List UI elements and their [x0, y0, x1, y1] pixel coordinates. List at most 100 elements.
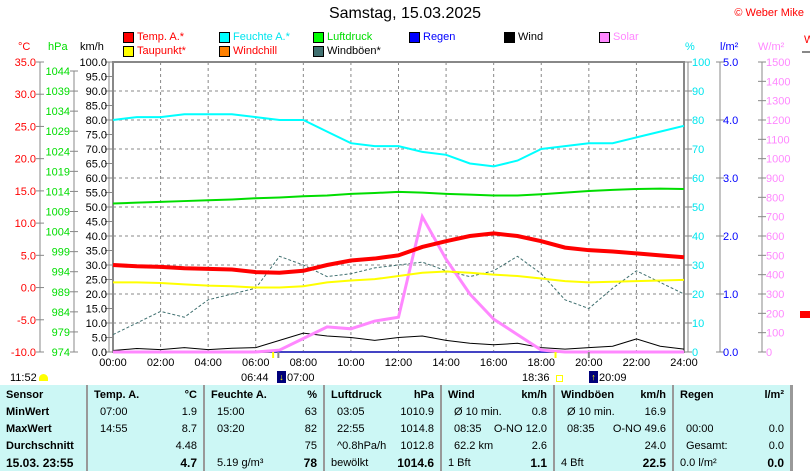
legend-item: Feuchte A.* [219, 31, 290, 43]
column-unit: °C [184, 389, 197, 401]
x-tick-label: 18:00 [527, 357, 555, 369]
pressure-tick-label: 979 [52, 327, 70, 339]
x-tick-label: 08:00 [290, 357, 318, 369]
series-temp-a [112, 231, 685, 275]
cell-label: 14:55 [100, 423, 128, 435]
legend-label: Solar [613, 31, 639, 43]
x-tick-label: 20:00 [575, 357, 603, 369]
wind-tick-label: 35.0 [86, 246, 107, 258]
pressure-tick-label: 1019 [46, 166, 70, 178]
pressure-tick-label: 984 [52, 307, 70, 319]
temp-column: Temp. A. °C 07:00 1.9 14:55 8.7 4.48 4.7 [88, 385, 205, 471]
humidity-tick-label: 10 [692, 318, 704, 330]
temp-tick-label: 25.0 [15, 121, 36, 133]
pressure-tick-label: 1039 [46, 86, 70, 98]
cell-value: 1.1 [530, 456, 547, 470]
x-tick-label: 02:00 [147, 357, 175, 369]
cell-value: O-NO 49.6 [612, 423, 666, 435]
cell-value: 0.0 [768, 440, 784, 452]
solar-unit: W/m² [758, 41, 785, 53]
temp-tick-label: 30.0 [15, 89, 36, 101]
rain-tick-label: 5.0 [723, 57, 738, 69]
wind-tick-label: 50.0 [86, 202, 107, 214]
cell-label: 62.2 km [454, 440, 494, 452]
solar-tick-label: 900 [766, 173, 784, 185]
wind-unit: km/h [80, 41, 104, 53]
solar-tick-label: 1200 [766, 115, 790, 127]
pressure-tick-label: 999 [52, 247, 70, 259]
wind-tick-label: 70.0 [86, 144, 107, 156]
temp-tick-label: 35.0 [15, 57, 36, 69]
cell-label: 08:35 [567, 423, 595, 435]
rain-tick-label: 3.0 [723, 173, 738, 185]
legend-swatch-icon [219, 45, 230, 57]
legend-swatch-icon [123, 45, 134, 57]
rain-tick-label: 2.0 [723, 231, 738, 243]
temp-tick-label: 5.0 [21, 250, 36, 262]
cell-value: 75 [304, 440, 317, 452]
pressure-tick-label: 974 [52, 347, 70, 359]
cell-value: 1014.6 [397, 456, 434, 470]
legend-item: Regen [409, 31, 455, 43]
x-tick-label: 14:00 [432, 357, 460, 369]
column-header: Windböen [561, 389, 615, 401]
wind-tick-label: 85.0 [86, 101, 107, 113]
pressure-tick-label: 1034 [46, 106, 70, 118]
column-unit: km/h [521, 389, 547, 401]
row-label: MinWert [6, 406, 50, 418]
chart: 00:00 02:00 04:00 06:00 08:00 10:00 12:00 14:00… [11, 51, 810, 369]
cell-value: 16.9 [644, 406, 666, 418]
wind-tick-label: 60.0 [86, 173, 107, 185]
moonrise-icon: ↑ [589, 371, 598, 383]
legend-swatch-icon [313, 31, 324, 43]
cell-value: 1010.9 [400, 406, 434, 418]
cell-label: 22:55 [337, 423, 365, 435]
cell-label: Ø 10 min. [567, 406, 615, 418]
cell-value: 8.7 [181, 423, 197, 435]
cell-label: 07:00 [100, 406, 128, 418]
cell-label: 4 Bft [561, 457, 584, 469]
pressure-tick-label: 1014 [46, 186, 70, 198]
legend-swatch-icon [219, 31, 230, 43]
rain-tick-label: 0.0 [723, 347, 738, 359]
legend-item: Taupunkt* [123, 45, 186, 57]
sunrise-icon: ↓ [277, 371, 286, 383]
page-title: Samstag, 15.03.2025 [328, 5, 482, 22]
cell-label: 1 Bft [448, 457, 471, 469]
x-tick-label: 00:00 [99, 357, 127, 369]
solar-tick-label: 1500 [766, 57, 790, 69]
legend-label: Wind [518, 31, 544, 43]
cut-unit: W [804, 34, 810, 46]
cell-value: 0.0 [767, 456, 784, 470]
cell-label: 0.0 l/m² [680, 457, 717, 469]
column-header: Temp. A. [94, 389, 140, 401]
wind-tick-label: 100.0 [79, 57, 107, 69]
humidity-column: Feuchte A.% 15:00 63 03:20 82 75 5.19 g/m³ 78 [205, 385, 325, 471]
series-feuchte-a [112, 113, 685, 168]
wind-tick-label: 80.0 [86, 115, 107, 127]
temp-tick-label: 0.0 [21, 283, 36, 295]
pressure-tick-label: 1024 [46, 146, 70, 158]
legend-item: Windböen* [313, 45, 381, 57]
wind-tick-label: 15.0 [86, 304, 107, 316]
legend-item: Wind [504, 31, 543, 43]
column-header: Regen [680, 389, 714, 401]
solar-tick-label: 1100 [766, 134, 790, 146]
solar-tick-label: 1400 [766, 76, 790, 88]
cell-value: 82 [304, 423, 317, 435]
cell-label: 00:00 [686, 423, 714, 435]
pressure-unit: hPa [48, 41, 68, 53]
legend-swatch-icon [313, 45, 324, 57]
series-luftdruck [112, 187, 685, 205]
cell-value: 1014.8 [400, 423, 434, 435]
humidity-tick-label: 90 [692, 86, 704, 98]
solar-tick-label: 1000 [766, 154, 790, 166]
cell-label: ^0.8hPa/h [337, 440, 387, 452]
temp-tick-label: 10.0 [15, 218, 36, 230]
humidity-tick-label: 20 [692, 289, 704, 301]
wind-tick-label: 5.0 [92, 333, 107, 345]
solar-tick-label: 400 [766, 270, 784, 282]
wind-tick-label: 45.0 [86, 217, 107, 229]
wind-tick-label: 65.0 [86, 159, 107, 171]
